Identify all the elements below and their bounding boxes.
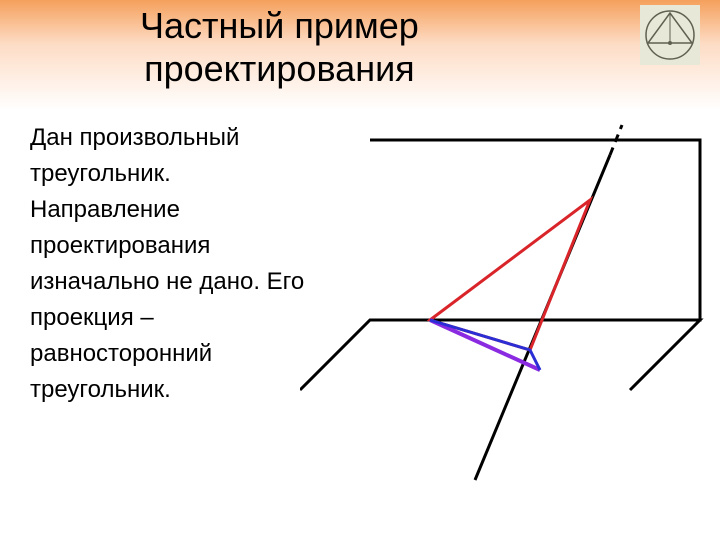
title-line-2: проектирования [144,48,415,89]
title-line-1: Частный пример [140,5,419,46]
purple-line [430,320,540,370]
diagram-container [310,120,690,408]
page-title: Частный пример проектирования [140,4,419,90]
vertical-plane [370,140,700,320]
projection-diagram [300,110,720,520]
logo-icon [640,5,700,65]
horizontal-plane [300,320,700,390]
content-area: Дан произвольный треугольник. Направлени… [0,110,720,408]
description-text: Дан произвольный треугольник. Направлени… [30,120,310,408]
header-gradient: Частный пример проектирования [0,0,720,110]
